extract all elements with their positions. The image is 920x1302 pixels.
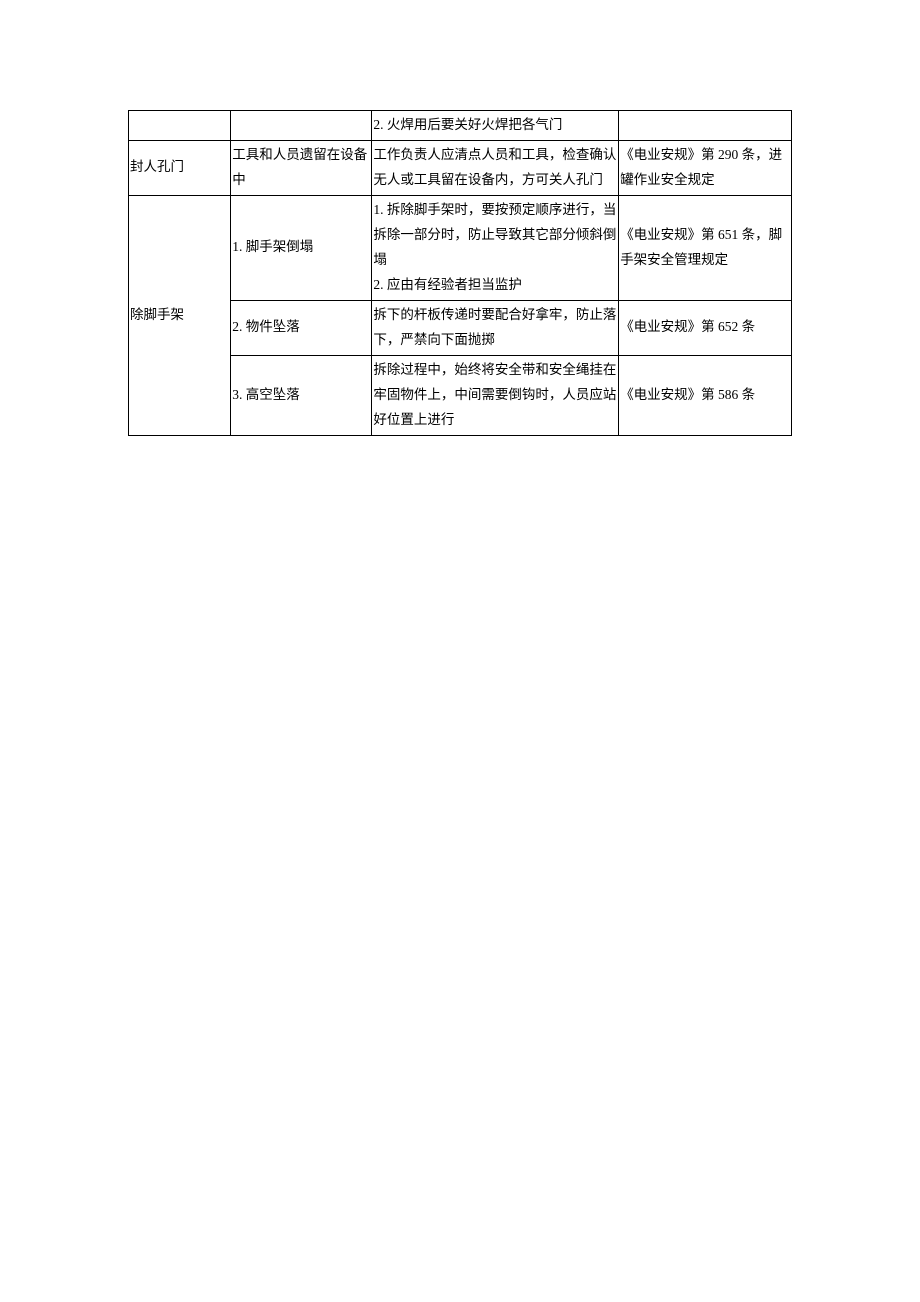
cell-risk: 3. 高空坠落 bbox=[231, 355, 372, 435]
cell-measure: 拆下的杆板传递时要配合好拿牢，防止落下，严禁向下面抛掷 bbox=[372, 300, 619, 355]
cell-reference: 《电业安规》第 290 条，进罐作业安全规定 bbox=[619, 140, 792, 195]
cell-measure: 1. 拆除脚手架时，要按预定顺序进行，当拆除一部分时，防止导致其它部分倾斜倒塌2… bbox=[372, 195, 619, 300]
table-row: 除脚手架 1. 脚手架倒塌 1. 拆除脚手架时，要按预定顺序进行，当拆除一部分时… bbox=[129, 195, 792, 300]
cell-task bbox=[129, 111, 231, 141]
cell-reference: 《电业安规》第 652 条 bbox=[619, 300, 792, 355]
cell-measure: 2. 火焊用后要关好火焊把各气门 bbox=[372, 111, 619, 141]
safety-table: 2. 火焊用后要关好火焊把各气门 封人孔门 工具和人员遗留在设备中 工作负责人应… bbox=[128, 110, 792, 436]
cell-task: 封人孔门 bbox=[129, 140, 231, 195]
cell-risk: 工具和人员遗留在设备中 bbox=[231, 140, 372, 195]
cell-reference: 《电业安规》第 586 条 bbox=[619, 355, 792, 435]
cell-risk: 2. 物件坠落 bbox=[231, 300, 372, 355]
cell-task: 除脚手架 bbox=[129, 195, 231, 435]
cell-measure: 工作负责人应清点人员和工具，检查确认无人或工具留在设备内，方可关人孔门 bbox=[372, 140, 619, 195]
cell-reference: 《电业安规》第 651 条，脚手架安全管理规定 bbox=[619, 195, 792, 300]
cell-reference bbox=[619, 111, 792, 141]
cell-risk bbox=[231, 111, 372, 141]
table-row: 2. 火焊用后要关好火焊把各气门 bbox=[129, 111, 792, 141]
cell-risk: 1. 脚手架倒塌 bbox=[231, 195, 372, 300]
table-row: 封人孔门 工具和人员遗留在设备中 工作负责人应清点人员和工具，检查确认无人或工具… bbox=[129, 140, 792, 195]
cell-measure: 拆除过程中，始终将安全带和安全绳挂在牢固物件上，中间需要倒钩时，人员应站好位置上… bbox=[372, 355, 619, 435]
